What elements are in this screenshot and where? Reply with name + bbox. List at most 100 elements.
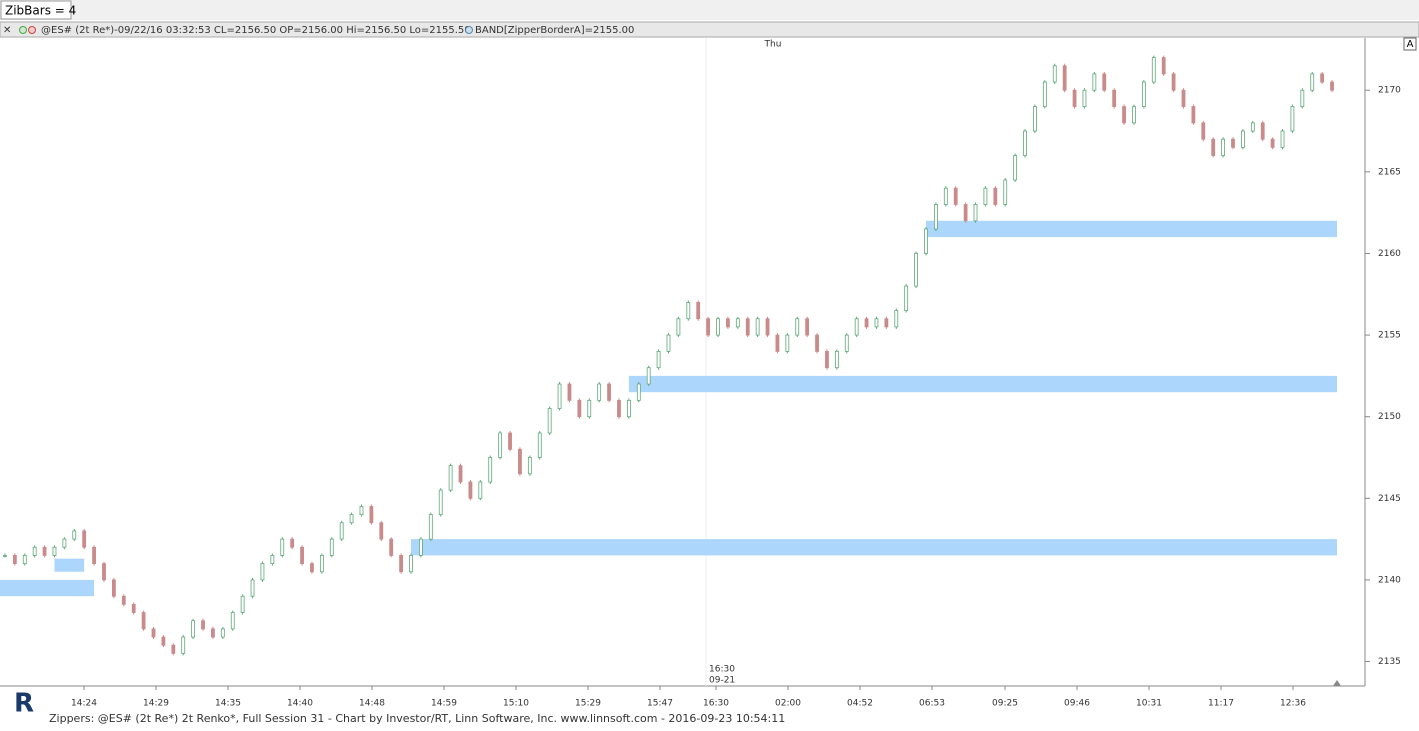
renko-bar: [260, 563, 265, 581]
renko-bar: [953, 187, 958, 205]
renko-bar: [428, 514, 433, 540]
y-tick-label: 2150: [1378, 412, 1401, 422]
renko-bar: [785, 334, 790, 352]
renko-bar: [805, 318, 810, 336]
renko-bar: [1290, 106, 1295, 132]
renko-bar: [1033, 106, 1037, 132]
renko-bar: [270, 555, 275, 564]
renko-bar: [359, 506, 364, 516]
renko-bar: [399, 555, 404, 573]
renko-bar: [894, 310, 899, 328]
x-tick-label: 12:36: [1280, 699, 1306, 709]
renko-bar: [518, 448, 522, 475]
renko-bar: [1042, 81, 1047, 107]
renko-bar: [666, 334, 671, 352]
renko-bar: [745, 318, 750, 336]
renko-bar: [141, 612, 146, 630]
renko-bar: [329, 538, 334, 556]
renko-bar: [121, 595, 126, 605]
renko-bar: [220, 628, 225, 638]
renko-bar: [290, 538, 295, 548]
renko-bar: [716, 318, 720, 336]
renko-bar: [22, 555, 27, 564]
x-tick-label: 16:30: [703, 699, 729, 709]
zipper-band: [0, 579, 95, 597]
renko-bar: [765, 318, 770, 336]
icon: [28, 26, 36, 34]
x-tick-label: 10:31: [1136, 699, 1162, 709]
renko-bar: [52, 546, 57, 556]
corner-button[interactable]: [1403, 37, 1417, 51]
renko-bar: [151, 628, 156, 638]
renko-bar: [993, 187, 998, 205]
renko-bar: [1112, 89, 1117, 107]
renko-bar: [527, 457, 532, 475]
renko-bar: [577, 399, 582, 418]
zibbars-box[interactable]: [0, 0, 72, 20]
renko-bar: [1141, 81, 1146, 107]
logo: [10, 688, 42, 724]
x-tick-label: 14:35: [215, 699, 241, 709]
renko-bar: [102, 563, 106, 581]
renko-bar: [626, 399, 631, 418]
icon: [19, 26, 27, 34]
renko-bar: [280, 538, 285, 556]
renko-bar: [775, 334, 780, 352]
renko-bar: [874, 318, 879, 328]
renko-bar: [844, 334, 849, 352]
renko-bar: [815, 334, 819, 352]
renko-bar: [468, 481, 473, 499]
renko-bar: [389, 538, 394, 556]
y-tick-label: 2140: [1378, 575, 1401, 585]
renko-bar: [1161, 57, 1166, 75]
renko-bar: [3, 555, 7, 557]
renko-bar: [171, 644, 176, 654]
renko-bar: [498, 432, 503, 458]
renko-bar: [92, 546, 96, 564]
x-tick-label: 15:47: [647, 699, 673, 709]
renko-bar: [161, 636, 166, 646]
renko-bar: [834, 350, 839, 369]
renko-bar: [1122, 106, 1126, 124]
renko-bar: [696, 302, 701, 320]
session-date: 09-21: [709, 676, 735, 686]
renko-bar: [706, 318, 711, 336]
renko-bar: [12, 555, 17, 564]
renko-bar: [438, 489, 443, 516]
x-tick-label: 14:24: [71, 699, 97, 709]
renko-bar: [1241, 130, 1245, 148]
renko-bar: [1330, 81, 1334, 91]
renko-bar: [587, 399, 592, 418]
renko-bar: [1201, 122, 1206, 140]
renko-bar: [181, 636, 186, 654]
renko-bar: [300, 546, 304, 564]
corner-label: A: [1407, 39, 1414, 50]
renko-bar: [934, 204, 938, 230]
renko-bar: [1082, 89, 1087, 107]
y-tick-label: 2170: [1378, 86, 1401, 96]
renko-bar: [825, 350, 829, 369]
renko-bar: [1191, 106, 1196, 124]
toolbar: [0, 0, 1419, 20]
renko-bar: [62, 538, 67, 548]
renko-bar: [369, 506, 374, 524]
y-tick-label: 2145: [1378, 494, 1401, 504]
renko-bar: [726, 318, 730, 328]
session-time: 16:30: [709, 665, 735, 675]
renko-bar: [646, 367, 651, 385]
x-tick-label: 06:53: [919, 699, 945, 709]
renko-bar: [201, 620, 205, 630]
zipper-band: [411, 539, 1338, 556]
renko-bar: [349, 514, 354, 524]
renko-bar: [240, 595, 245, 613]
x-tick-label: 04:52: [847, 699, 873, 709]
renko-bar: [1062, 65, 1067, 91]
renko-bar: [973, 204, 978, 222]
renko-bar: [230, 612, 235, 630]
renko-bar: [1052, 65, 1057, 83]
close-icon[interactable]: ✕: [3, 25, 11, 36]
renko-bar: [1320, 73, 1325, 83]
x-tick-label: 09:46: [1064, 699, 1090, 709]
zipper-band: [925, 220, 1337, 238]
